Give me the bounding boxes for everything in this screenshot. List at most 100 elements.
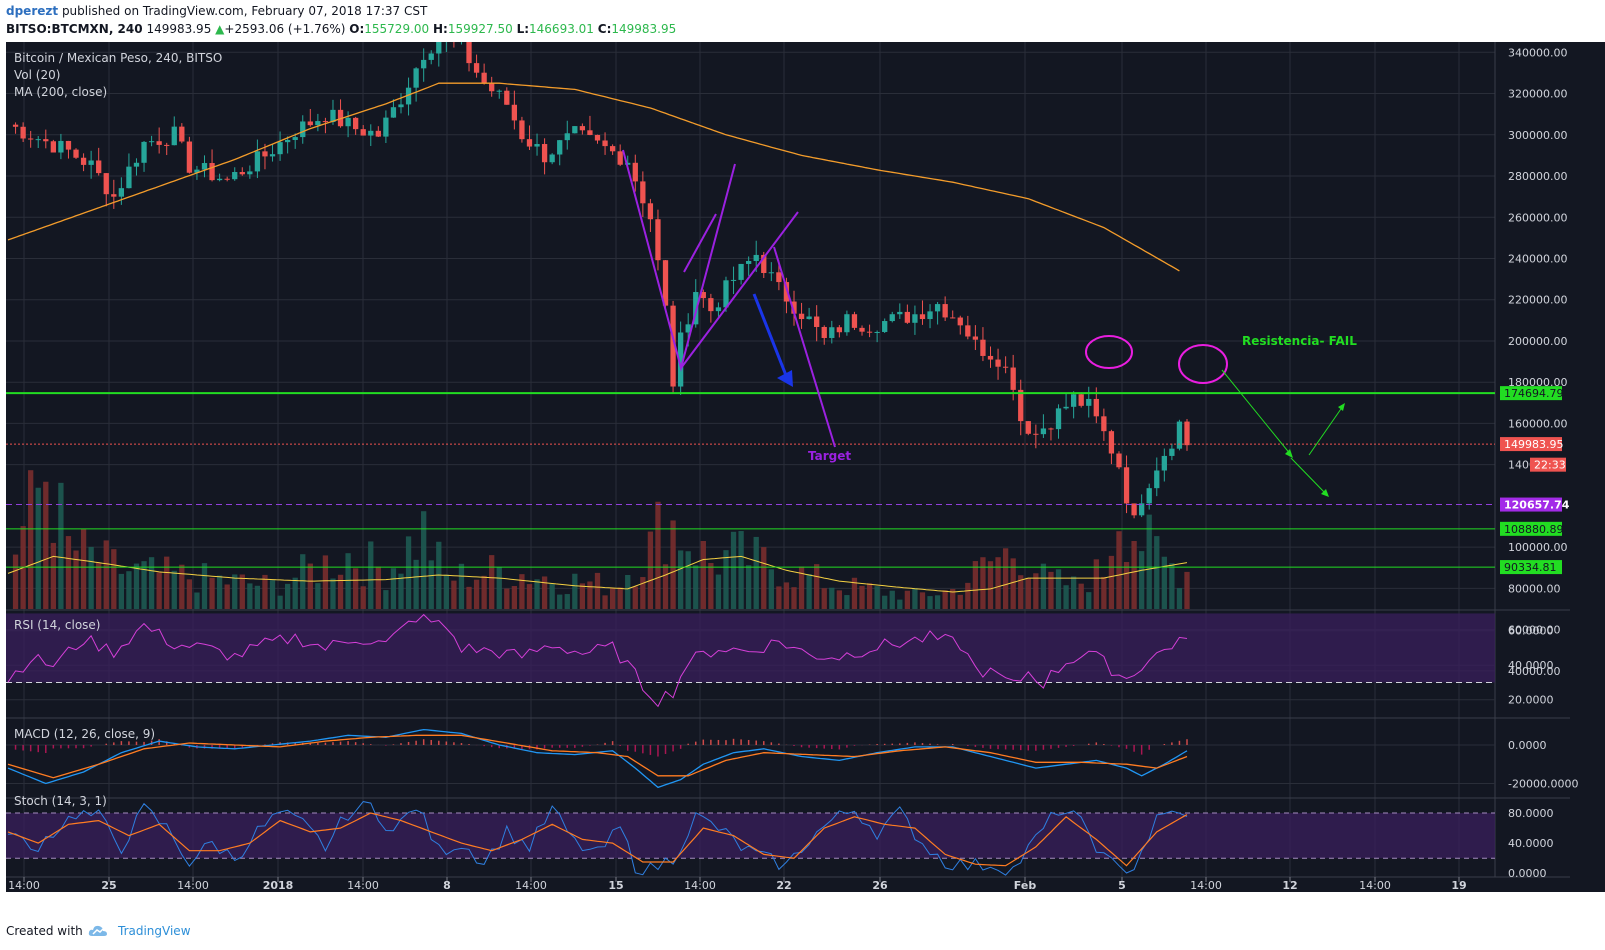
projection-arrow-down-2[interactable] [1290, 457, 1328, 496]
candle-body[interactable] [141, 141, 147, 163]
price-axis[interactable]: 340000.00 320000.00 300000.00 280000.00 2600… [1508, 46, 1578, 880]
candle-body[interactable] [1018, 389, 1024, 422]
candle-body[interactable] [602, 140, 608, 147]
candle-body[interactable] [413, 68, 419, 88]
candle-body[interactable] [1040, 428, 1047, 435]
candle-body[interactable] [353, 117, 359, 130]
candle-body[interactable] [594, 134, 601, 141]
candle-body[interactable] [821, 326, 827, 338]
candle-body[interactable] [670, 305, 676, 387]
candle-body[interactable] [783, 282, 790, 302]
candle-body[interactable] [1139, 503, 1145, 516]
candle-body[interactable] [1093, 398, 1099, 417]
candle-body[interactable] [715, 307, 722, 312]
candle-body[interactable] [1169, 448, 1175, 456]
candle-body[interactable] [798, 313, 805, 320]
candle-body[interactable] [1010, 367, 1016, 390]
candle-body[interactable] [284, 139, 291, 143]
candle-body[interactable] [1025, 421, 1031, 434]
candle-body[interactable] [209, 163, 215, 181]
candle-body[interactable] [164, 144, 170, 146]
candle-body[interactable] [126, 166, 132, 189]
candle-body[interactable] [277, 142, 283, 155]
candle-body[interactable] [35, 139, 41, 141]
candle-body[interactable] [874, 331, 880, 333]
candle-body[interactable] [919, 314, 926, 320]
candle-body[interactable] [216, 178, 223, 181]
candle-body[interactable] [111, 194, 117, 197]
candle-body[interactable] [473, 63, 480, 73]
candle-body[interactable] [436, 42, 442, 54]
candle-body[interactable] [587, 130, 593, 135]
candle-body[interactable] [640, 181, 646, 204]
candle-body[interactable] [504, 90, 510, 105]
trend-line-purple-target[interactable] [773, 246, 836, 448]
candle-body[interactable] [148, 141, 155, 143]
candle-body[interactable] [942, 304, 948, 318]
candle-body[interactable] [360, 129, 366, 136]
candle-body[interactable] [934, 304, 941, 312]
candle-body[interactable] [133, 162, 140, 167]
candle-body[interactable] [368, 130, 374, 136]
circle-marker-2[interactable] [1178, 344, 1228, 384]
candle-body[interactable] [632, 162, 638, 182]
candle-body[interactable] [489, 83, 495, 92]
candle-body[interactable] [882, 321, 888, 332]
candle-body[interactable] [1116, 453, 1122, 468]
candle-body[interactable] [625, 162, 631, 165]
candle-body[interactable] [912, 314, 918, 323]
candle-body[interactable] [1184, 421, 1190, 446]
candle-body[interactable] [1063, 406, 1069, 409]
candle-body[interactable] [572, 126, 578, 134]
candle-body[interactable] [1055, 408, 1062, 430]
candle-body[interactable] [58, 140, 64, 153]
candle-body[interactable] [224, 178, 230, 180]
candle-body[interactable] [708, 298, 714, 312]
candle-body[interactable] [390, 107, 397, 118]
candle-body[interactable] [526, 139, 533, 147]
candle-body[interactable] [829, 327, 835, 338]
candle-body[interactable] [723, 280, 729, 308]
candle-body[interactable] [950, 317, 956, 319]
candle-body[interactable] [557, 140, 563, 155]
arrow-blue[interactable] [752, 293, 791, 384]
candle-body[interactable] [43, 139, 49, 142]
candle-body[interactable] [836, 327, 842, 333]
candle-body[interactable] [1131, 503, 1137, 516]
candle-body[interactable] [889, 314, 895, 322]
candle-body[interactable] [1086, 398, 1092, 406]
time-axis[interactable]: 14:00 25 14:00 2018 14:00 8 14:00 15 14:00 22 26 Fe… [8, 877, 1467, 892]
candle-body[interactable] [20, 126, 26, 139]
candle-body[interactable] [776, 272, 782, 283]
candle-body[interactable] [1108, 431, 1115, 454]
candle-body[interactable] [375, 130, 381, 137]
author-link[interactable]: dperezt [6, 4, 59, 18]
candle-body[interactable] [844, 314, 850, 333]
drawings[interactable]: Target Resistencia- FAIL [622, 149, 1357, 497]
candle-body[interactable] [118, 188, 125, 197]
candle-body[interactable] [995, 359, 1001, 367]
candle-body[interactable] [239, 172, 245, 175]
candle-body[interactable] [511, 104, 518, 121]
candle-body[interactable] [88, 160, 94, 165]
candle-body[interactable] [330, 109, 336, 122]
candle-body[interactable] [1033, 433, 1039, 435]
candle-body[interactable] [201, 163, 208, 170]
candle-body[interactable] [194, 169, 200, 173]
candle-body[interactable] [254, 151, 261, 172]
candle-body[interactable] [534, 144, 540, 147]
candle-body[interactable] [677, 332, 684, 387]
candle-body[interactable] [768, 272, 774, 274]
candle-body[interactable] [564, 133, 570, 141]
candle-body[interactable] [405, 87, 412, 105]
candle-body[interactable] [65, 140, 72, 150]
candle-body[interactable] [1123, 467, 1130, 504]
candle-body[interactable] [987, 355, 994, 360]
candle-body[interactable] [980, 339, 986, 356]
candle-body[interactable] [541, 144, 548, 163]
candle-body[interactable] [851, 314, 858, 328]
candle-body[interactable] [965, 325, 971, 337]
candle-body[interactable] [1101, 416, 1107, 432]
trend-line-purple-channel[interactable] [680, 211, 799, 369]
candle-body[interactable] [269, 154, 276, 157]
